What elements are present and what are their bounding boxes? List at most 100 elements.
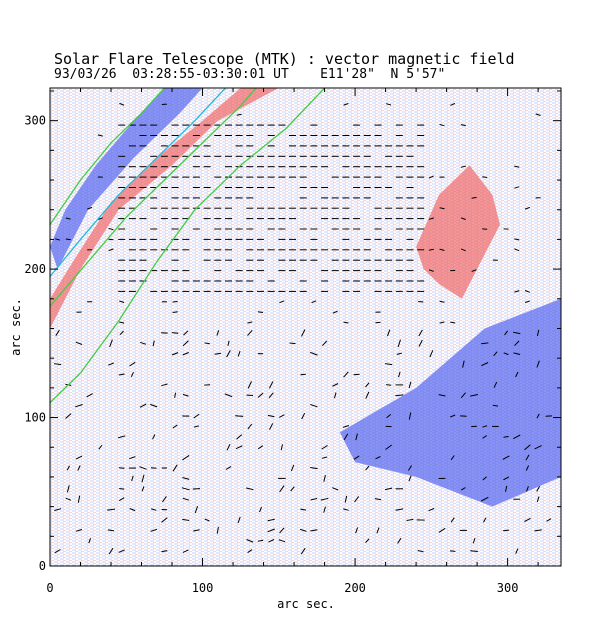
field-vector-556 bbox=[482, 176, 488, 178]
field-vector-137 bbox=[269, 423, 274, 430]
field-vector-105 bbox=[365, 465, 370, 471]
y-axis-label: arc sec. bbox=[9, 298, 23, 356]
field-vector-238 bbox=[247, 321, 253, 324]
field-vector-37 bbox=[237, 516, 241, 524]
x-tick-label-100: 100 bbox=[192, 581, 214, 595]
field-vector-683 bbox=[450, 102, 456, 106]
field-vector-63 bbox=[320, 497, 329, 501]
field-vector-218 bbox=[289, 342, 296, 345]
field-vector-135 bbox=[193, 425, 200, 428]
field-vector-205 bbox=[310, 351, 318, 356]
field-vector-214 bbox=[152, 340, 155, 347]
field-vector-125 bbox=[534, 445, 542, 450]
field-vector-210 bbox=[513, 352, 521, 355]
field-vector-149 bbox=[301, 412, 306, 420]
field-vector-189 bbox=[353, 373, 360, 376]
field-vector-220 bbox=[397, 339, 401, 348]
field-vector-103 bbox=[290, 464, 295, 472]
field-vector-98 bbox=[139, 466, 147, 470]
field-vector-159 bbox=[310, 404, 318, 408]
field-vector-84 bbox=[536, 485, 541, 492]
field-vector-14 bbox=[268, 539, 275, 543]
field-vector-429 bbox=[65, 217, 71, 220]
field-vector-185 bbox=[118, 373, 125, 376]
field-vector-249 bbox=[119, 300, 125, 303]
field-vector-203 bbox=[237, 350, 241, 357]
field-vector-455 bbox=[460, 217, 466, 220]
field-vector-233 bbox=[418, 329, 423, 337]
field-vector-123 bbox=[385, 444, 392, 450]
field-vector-81 bbox=[460, 487, 466, 491]
field-vector-58 bbox=[77, 495, 81, 503]
field-vector-50 bbox=[194, 506, 199, 514]
field-vector-109 bbox=[129, 456, 136, 460]
field-vector-202 bbox=[226, 350, 231, 358]
field-vector-116 bbox=[525, 454, 530, 461]
field-vector-379 bbox=[428, 248, 434, 251]
field-vector-72 bbox=[141, 486, 145, 492]
field-vector-132 bbox=[503, 436, 509, 438]
field-vector-199 bbox=[171, 352, 179, 356]
field-vector-679 bbox=[119, 102, 125, 106]
field-vector-156 bbox=[75, 404, 83, 408]
plot-area bbox=[50, 88, 561, 566]
field-vector-67 bbox=[480, 496, 489, 502]
field-vector-62 bbox=[310, 498, 318, 501]
field-vector-25 bbox=[279, 527, 285, 534]
field-vector-483 bbox=[524, 206, 530, 210]
field-vector-239 bbox=[343, 321, 349, 324]
y-tick-label-0: 0 bbox=[39, 559, 46, 573]
field-vector-180 bbox=[365, 382, 370, 388]
field-vector-90 bbox=[408, 475, 412, 482]
field-vector-8 bbox=[449, 550, 456, 552]
field-vector-228 bbox=[183, 330, 189, 336]
field-vector-89 bbox=[323, 474, 326, 482]
field-vector-232 bbox=[387, 329, 391, 337]
field-vector-194 bbox=[129, 361, 136, 367]
field-vector-151 bbox=[408, 412, 412, 420]
y-tick-label-200: 200 bbox=[24, 262, 46, 276]
polarity-region-positive-2 bbox=[416, 165, 500, 299]
field-vector-27 bbox=[310, 529, 318, 532]
field-vector-160 bbox=[492, 404, 499, 407]
field-vector-681 bbox=[343, 103, 349, 106]
field-vector-383 bbox=[55, 238, 61, 241]
field-vector-256 bbox=[524, 300, 530, 303]
field-vector-677 bbox=[236, 113, 242, 116]
field-vector-29 bbox=[376, 527, 380, 534]
chart-subtitle: 93/03/26 03:28:55-03:30:01 UT E11'28" N … bbox=[54, 67, 446, 82]
field-vector-56 bbox=[428, 508, 435, 512]
field-vector-406 bbox=[514, 238, 520, 241]
field-vector-527 bbox=[514, 186, 520, 189]
field-vector-407 bbox=[108, 227, 114, 231]
field-vector-126 bbox=[117, 435, 126, 439]
field-vector-111 bbox=[321, 456, 328, 459]
field-vector-113 bbox=[375, 456, 381, 460]
field-vector-55 bbox=[395, 508, 404, 511]
field-vector-118 bbox=[226, 443, 231, 451]
field-vector-161 bbox=[86, 393, 93, 398]
field-vector-110 bbox=[182, 454, 190, 461]
field-vector-329 bbox=[471, 269, 477, 272]
field-vector-381 bbox=[460, 248, 466, 252]
field-vector-2 bbox=[118, 549, 125, 553]
field-vector-38 bbox=[267, 518, 275, 522]
contour-neutral_line-3 bbox=[50, 88, 165, 225]
field-vector-48 bbox=[151, 508, 157, 511]
field-vector-380 bbox=[439, 248, 445, 251]
field-vector-171 bbox=[438, 394, 446, 397]
field-vector-219 bbox=[322, 340, 328, 347]
field-vector-9 bbox=[470, 550, 478, 552]
field-vector-583 bbox=[460, 165, 466, 168]
field-vector-36 bbox=[204, 518, 210, 522]
field-vector-251 bbox=[172, 301, 178, 303]
field-vector-87 bbox=[182, 477, 190, 480]
field-vector-197 bbox=[481, 362, 489, 367]
field-vector-227 bbox=[171, 332, 179, 334]
field-vector-327 bbox=[428, 269, 434, 272]
field-vector-24 bbox=[267, 528, 275, 533]
field-vector-73 bbox=[181, 487, 190, 491]
contour-neutral_line-0 bbox=[50, 88, 326, 404]
contour-secondary-2 bbox=[50, 88, 226, 277]
field-vector-75 bbox=[246, 487, 254, 491]
